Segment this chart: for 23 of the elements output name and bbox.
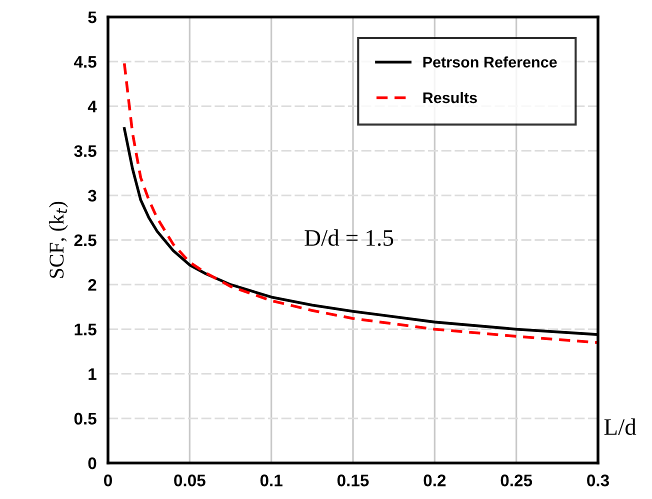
y-tick-label: 5 bbox=[88, 12, 96, 24]
y-axis-title: SCF, (k$_{t}$) bbox=[49, 202, 68, 278]
x-tick-label: 0.1 bbox=[260, 474, 282, 486]
x-tick-label: 0.05 bbox=[174, 474, 206, 486]
x-tick-label: 0 bbox=[104, 474, 112, 486]
y-tick-label: 1 bbox=[88, 368, 96, 380]
y-tick-label: 1.5 bbox=[74, 324, 96, 336]
x-tick-label: 0.15 bbox=[337, 474, 369, 486]
y-tick-label: 2.5 bbox=[74, 234, 96, 246]
y-tick-label: 3.5 bbox=[74, 145, 96, 158]
y-tick-label: 0.5 bbox=[74, 412, 96, 425]
x-tick-label: 0.2 bbox=[424, 474, 446, 486]
x-tick-label: 0.3 bbox=[587, 474, 609, 486]
y-tick-label: 4.5 bbox=[74, 56, 96, 68]
x-axis-title: L/d bbox=[604, 418, 636, 436]
x-tick-label: 0.25 bbox=[500, 474, 532, 486]
legend-label: Results bbox=[423, 92, 477, 104]
annotation: D/d = 1.5 bbox=[304, 229, 394, 246]
y-tick-label: 0 bbox=[88, 457, 96, 470]
legend-label: Petrson Reference bbox=[423, 56, 557, 68]
y-tick-label: 4 bbox=[88, 100, 97, 112]
y-tick-label: 2 bbox=[88, 279, 96, 291]
y-tick-label: 3 bbox=[88, 190, 96, 202]
